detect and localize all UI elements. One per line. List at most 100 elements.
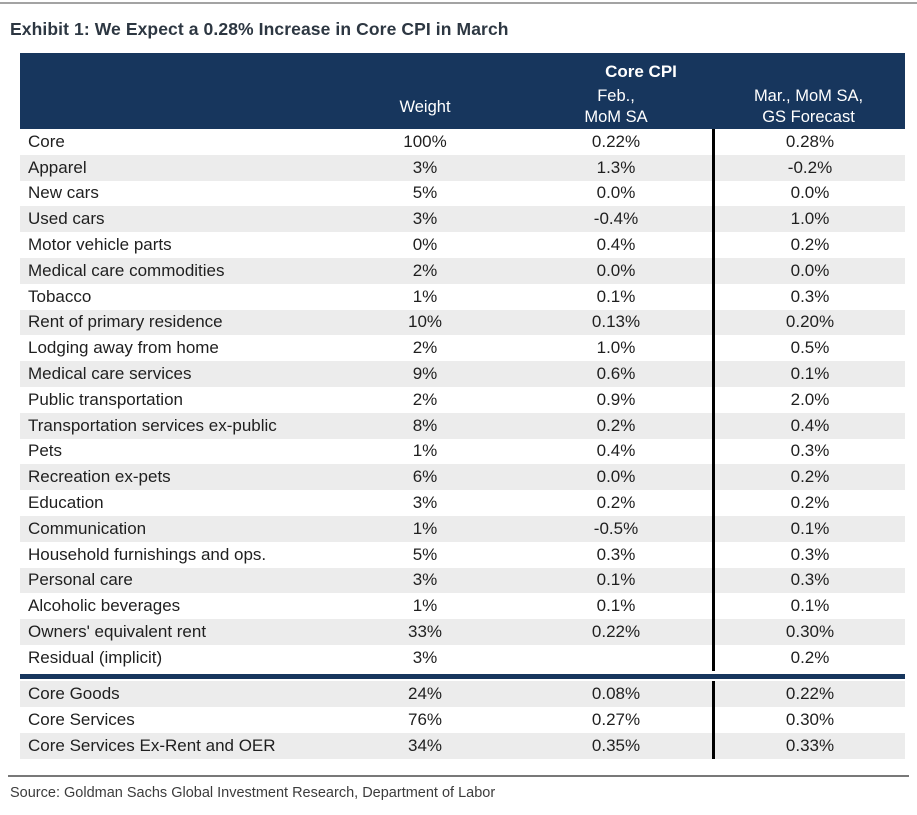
column-header-mar-line1: Mar., MoM SA, bbox=[753, 87, 864, 105]
row-feb: 0.4% bbox=[596, 441, 636, 461]
table-summary: Core Goods 24% 0.08% 0.22% Core Services… bbox=[20, 680, 905, 759]
row-mar: 0.30% bbox=[712, 619, 905, 645]
table-row: Motor vehicle parts 0% 0.4% 0.2% bbox=[20, 232, 905, 258]
row-label: Core Services bbox=[28, 709, 135, 729]
row-feb: 0.22% bbox=[591, 131, 641, 151]
table-row: Owners' equivalent rent 33% 0.22% 0.30% bbox=[20, 619, 905, 645]
row-label: Medical care commodities bbox=[28, 260, 225, 280]
table-row: Communication 1% -0.5% 0.1% bbox=[20, 515, 905, 542]
row-mar: -0.2% bbox=[712, 154, 905, 181]
row-label: Residual (implicit) bbox=[28, 647, 163, 667]
row-weight: 1% bbox=[412, 596, 438, 616]
row-mar: 0.2% bbox=[712, 490, 905, 516]
row-weight: 24% bbox=[407, 683, 443, 703]
table-row: Pets 1% 0.4% 0.3% bbox=[20, 438, 905, 465]
row-weight: 3% bbox=[412, 570, 438, 590]
row-label: Household furnishings and ops. bbox=[28, 544, 267, 564]
row-weight: 9% bbox=[412, 364, 438, 384]
column-header-row: Weight Feb., MoM SA Mar., MoM SA, GS For… bbox=[20, 85, 905, 129]
table-row: Residual (implicit) 3% 0.2% bbox=[20, 644, 905, 671]
table-row: Personal care 3% 0.1% 0.3% bbox=[20, 567, 905, 594]
row-feb: 0.2% bbox=[596, 415, 636, 435]
column-header-feb-line1: Feb., bbox=[597, 87, 635, 105]
table-row: Core Goods 24% 0.08% 0.22% bbox=[20, 680, 905, 707]
row-weight: 34% bbox=[407, 735, 443, 755]
row-feb: 0.4% bbox=[596, 235, 636, 255]
row-mar: 0.30% bbox=[712, 706, 905, 733]
row-mar: 0.3% bbox=[712, 283, 905, 310]
group-header-row: Core CPI bbox=[20, 59, 905, 85]
top-divider bbox=[0, 2, 917, 4]
table-row: New cars 5% 0.0% 0.0% bbox=[20, 180, 905, 207]
row-mar: 0.2% bbox=[712, 644, 905, 671]
row-label: Apparel bbox=[28, 157, 87, 177]
row-label: New cars bbox=[28, 183, 99, 203]
table-row: Core Services 76% 0.27% 0.30% bbox=[20, 706, 905, 733]
footer-divider bbox=[8, 774, 909, 777]
row-feb: -0.5% bbox=[593, 518, 639, 538]
table-row: Medical care services 9% 0.6% 0.1% bbox=[20, 361, 905, 387]
row-weight: 5% bbox=[412, 183, 438, 203]
table-row: Alcoholic beverages 1% 0.1% 0.1% bbox=[20, 593, 905, 620]
row-mar: 0.28% bbox=[712, 129, 905, 155]
row-weight: 2% bbox=[412, 389, 438, 409]
column-header-mar-line2: GS Forecast bbox=[762, 108, 855, 126]
row-label: Education bbox=[28, 493, 104, 513]
row-feb: 0.35% bbox=[591, 735, 641, 755]
row-feb: 0.0% bbox=[596, 183, 636, 203]
row-label: Recreation ex-pets bbox=[28, 467, 171, 487]
row-label: Core Services Ex-Rent and OER bbox=[28, 735, 276, 755]
row-weight: 2% bbox=[412, 260, 438, 280]
row-feb: 1.0% bbox=[596, 338, 636, 358]
row-mar: 2.0% bbox=[712, 386, 905, 413]
table-row: Core 100% 0.22% 0.28% bbox=[20, 129, 905, 155]
row-label: Motor vehicle parts bbox=[28, 235, 172, 255]
row-weight: 10% bbox=[407, 312, 443, 332]
table-row: Recreation ex-pets 6% 0.0% 0.2% bbox=[20, 464, 905, 491]
table-row: Transportation services ex-public 8% 0.2… bbox=[20, 412, 905, 439]
table-row: Tobacco 1% 0.1% 0.3% bbox=[20, 283, 905, 310]
row-label: Medical care services bbox=[28, 364, 192, 384]
column-header-feb-line2: MoM SA bbox=[584, 108, 648, 126]
row-weight: 0% bbox=[412, 235, 438, 255]
row-mar: 0.1% bbox=[712, 593, 905, 620]
source-note: Source: Goldman Sachs Global Investment … bbox=[10, 784, 496, 801]
row-label: Alcoholic beverages bbox=[28, 596, 181, 616]
row-feb: 0.6% bbox=[596, 364, 636, 384]
row-feb: 0.1% bbox=[596, 596, 636, 616]
cpi-table: Core CPI Weight Feb., MoM SA Mar., MoM S… bbox=[20, 53, 905, 759]
row-weight: 33% bbox=[407, 622, 443, 642]
row-weight: 1% bbox=[412, 286, 438, 306]
row-label: Core bbox=[28, 131, 65, 151]
row-feb: 1.3% bbox=[596, 157, 636, 177]
row-feb: 0.0% bbox=[596, 260, 636, 280]
row-feb: 0.3% bbox=[596, 544, 636, 564]
row-mar: 0.2% bbox=[712, 464, 905, 491]
row-label: Owners' equivalent rent bbox=[28, 622, 207, 642]
table-header: Core CPI Weight Feb., MoM SA Mar., MoM S… bbox=[20, 53, 905, 129]
row-feb: 0.27% bbox=[591, 709, 641, 729]
row-weight: 3% bbox=[412, 157, 438, 177]
row-mar: 0.5% bbox=[712, 335, 905, 362]
row-mar: 0.3% bbox=[712, 438, 905, 465]
row-mar: 0.33% bbox=[712, 732, 905, 759]
column-header-feb: Feb., MoM SA bbox=[520, 86, 712, 128]
row-feb: 0.08% bbox=[591, 683, 641, 703]
row-weight: 5% bbox=[412, 544, 438, 564]
row-mar: 0.0% bbox=[712, 257, 905, 284]
table-row: Core Services Ex-Rent and OER 34% 0.35% … bbox=[20, 732, 905, 759]
row-weight: 76% bbox=[407, 709, 443, 729]
row-mar: 0.0% bbox=[712, 180, 905, 207]
row-mar: 0.22% bbox=[712, 680, 905, 707]
row-feb: 0.1% bbox=[596, 570, 636, 590]
exhibit-title: Exhibit 1: We Expect a 0.28% Increase in… bbox=[10, 19, 509, 39]
row-feb bbox=[520, 645, 712, 671]
table-row: Apparel 3% 1.3% -0.2% bbox=[20, 154, 905, 181]
table-body: Core 100% 0.22% 0.28% Apparel 3% 1.3% -0… bbox=[20, 129, 905, 671]
row-mar: 0.3% bbox=[712, 567, 905, 594]
row-feb: -0.4% bbox=[593, 209, 639, 229]
table-row: Public transportation 2% 0.9% 2.0% bbox=[20, 386, 905, 413]
table-row: Lodging away from home 2% 1.0% 0.5% bbox=[20, 335, 905, 362]
row-feb: 0.1% bbox=[596, 286, 636, 306]
row-mar: 0.1% bbox=[712, 361, 905, 387]
